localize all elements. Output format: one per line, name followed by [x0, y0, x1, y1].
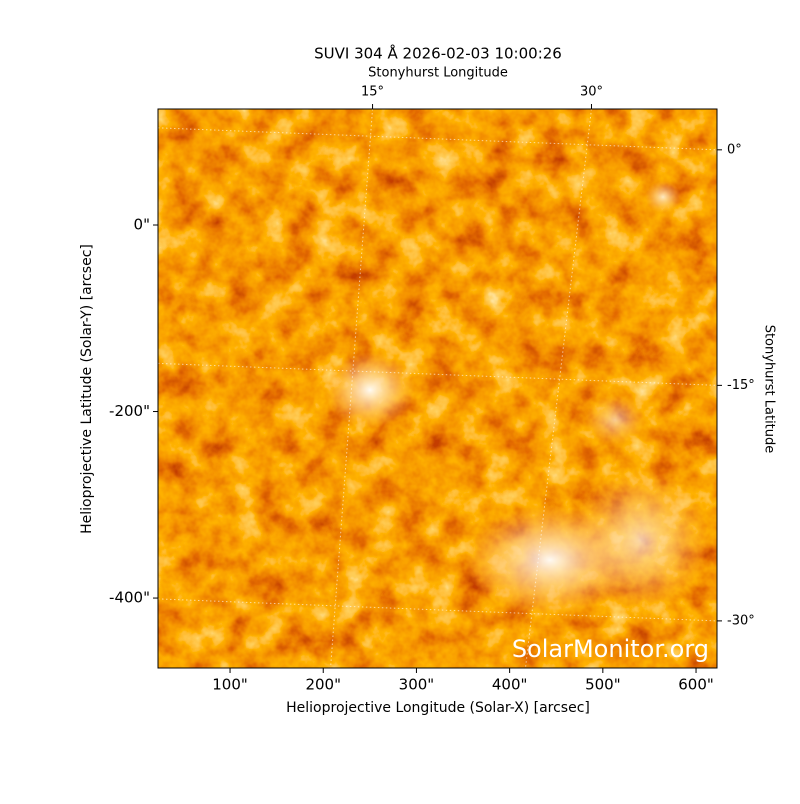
y-tick-label: -400" — [109, 589, 150, 607]
grid-line — [158, 127, 717, 151]
watermark: SolarMonitor.org — [512, 635, 709, 663]
solar-image — [158, 109, 717, 668]
y2-axis-label: Stonyhurst Latitude — [762, 325, 777, 454]
x-tick-label: 500" — [585, 676, 621, 694]
y-tick-label: 0" — [134, 216, 150, 234]
x-tick-label: 600" — [678, 676, 714, 694]
grid-line — [158, 598, 717, 622]
x2-tick-label: 30° — [580, 85, 603, 100]
x-tick-label: 400" — [492, 676, 528, 694]
x-tick-label: 100" — [212, 676, 248, 694]
y-tick-label: -200" — [109, 402, 150, 420]
grid-line — [524, 109, 592, 668]
y2-tick-label: -30° — [727, 613, 755, 628]
x-axis-label: Helioprojective Longitude (Solar-X) [arc… — [286, 700, 590, 716]
y-axis-label: Helioprojective Latitude (Solar-Y) [arcs… — [79, 244, 95, 534]
x-tick-label: 300" — [399, 676, 435, 694]
chart-title: SUVI 304 Å 2026-02-03 10:00:26 — [314, 44, 562, 63]
x2-axis-label: Stonyhurst Longitude — [368, 66, 508, 81]
x2-tick-label: 15° — [361, 85, 384, 100]
grid-line — [158, 362, 717, 386]
x-tick-label: 200" — [305, 676, 341, 694]
y2-tick-label: -15° — [727, 378, 755, 393]
y2-tick-label: 0° — [727, 142, 742, 157]
plot-frame — [157, 108, 718, 669]
grid — [158, 109, 717, 668]
grid-line — [330, 109, 374, 668]
